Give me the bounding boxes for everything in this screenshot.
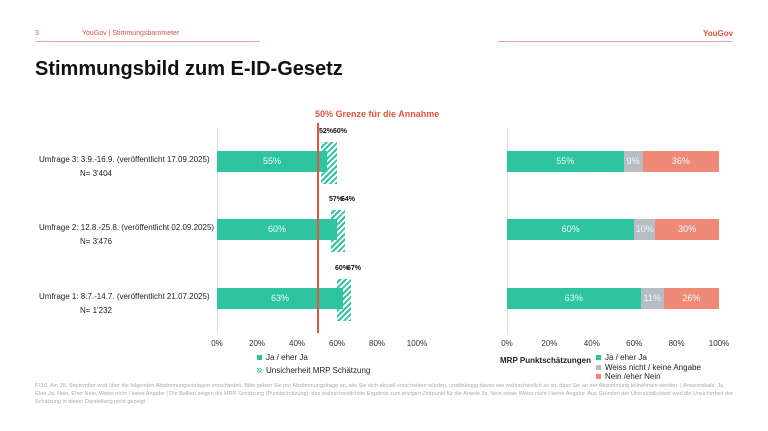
- yougov-logo: YouGov: [703, 29, 734, 38]
- row-label: Umfrage 1: 8.7.-14.7. (veröffentlicht 21…: [39, 292, 210, 301]
- x-tick-label: 60%: [328, 339, 346, 348]
- sample-size: N= 3'476: [80, 237, 112, 246]
- low-label: 52%: [319, 128, 334, 135]
- legend-label: Unsicherheit MRP Schätzung: [266, 366, 371, 375]
- low-label: 57%: [329, 196, 344, 203]
- threshold-line: [317, 123, 319, 333]
- x-tick-label: 40%: [288, 339, 306, 348]
- page-number: 3: [35, 30, 39, 37]
- stacked-bar-ja: 55%: [507, 150, 624, 172]
- x-tick-label: 80%: [668, 339, 685, 348]
- x-tick-label: 100%: [708, 339, 730, 348]
- sample-size: N= 1'232: [80, 306, 112, 315]
- bar-ja: 63%: [217, 287, 343, 309]
- legend-title: MRP Punktschätzungen: [500, 356, 591, 365]
- page-title: Stimmungsbild zum E-ID-Gesetz: [35, 58, 343, 80]
- x-tick-label: 60%: [626, 339, 643, 348]
- header-divider: [498, 41, 733, 42]
- threshold-label: 50% Grenze für die Annahme: [315, 109, 440, 119]
- high-label: 60%: [333, 128, 348, 135]
- legend-ja: Ja / eher Ja: [596, 353, 647, 362]
- x-tick-label: 80%: [368, 339, 386, 348]
- sample-size: N= 3'404: [80, 169, 112, 178]
- row-label: Umfrage 2: 12.8.-25.8. (veröffentlicht 0…: [39, 223, 215, 232]
- legend-weiss: Weiss nicht / keine Angabe: [596, 363, 701, 372]
- legend-label: Ja / eher Ja: [266, 353, 308, 362]
- stacked-bar-ja: 63%: [507, 287, 641, 309]
- bar-ja: 55%: [217, 150, 327, 172]
- row-label: Umfrage 3: 3.9.-16.9. (veröffentlicht 17…: [39, 155, 210, 164]
- stacked-bar-ja: 60%: [507, 218, 635, 240]
- stacked-bar-weiss: 10%: [634, 218, 656, 240]
- stacked-bar-nein: 36%: [642, 150, 719, 172]
- legend-label: Nein /eher Nein: [605, 372, 661, 381]
- bar-ja: 60%: [217, 218, 337, 240]
- source-label: YouGov | Stimmungsbarometer: [82, 30, 180, 37]
- stacked-bar-nein: 30%: [655, 218, 719, 240]
- legend-nein: Nein /eher Nein: [596, 372, 661, 381]
- high-label: 67%: [347, 265, 362, 272]
- x-tick-label: 20%: [248, 339, 266, 348]
- stacked-bar-nein: 26%: [663, 287, 719, 309]
- stacked-bar-weiss: 11%: [640, 287, 664, 309]
- x-tick-label: 100%: [406, 339, 428, 348]
- x-tick-label: 0%: [211, 339, 223, 348]
- low-label: 60%: [335, 265, 350, 272]
- x-tick-label: 20%: [541, 339, 558, 348]
- high-label: 64%: [341, 196, 356, 203]
- footnote: F110. Am 28. September wird über die fol…: [35, 383, 733, 405]
- header-divider: [35, 41, 260, 42]
- x-tick-label: 0%: [501, 339, 513, 348]
- x-tick-label: 40%: [583, 339, 600, 348]
- legend-label: Weiss nicht / keine Angabe: [605, 362, 701, 372]
- stacked-bar-weiss: 9%: [623, 150, 643, 172]
- legend-label: Ja / eher Ja: [605, 353, 647, 362]
- legend-ja: Ja / eher Ja: [257, 353, 308, 362]
- legend-uncertainty: Unsicherheit MRP Schätzung: [257, 366, 370, 375]
